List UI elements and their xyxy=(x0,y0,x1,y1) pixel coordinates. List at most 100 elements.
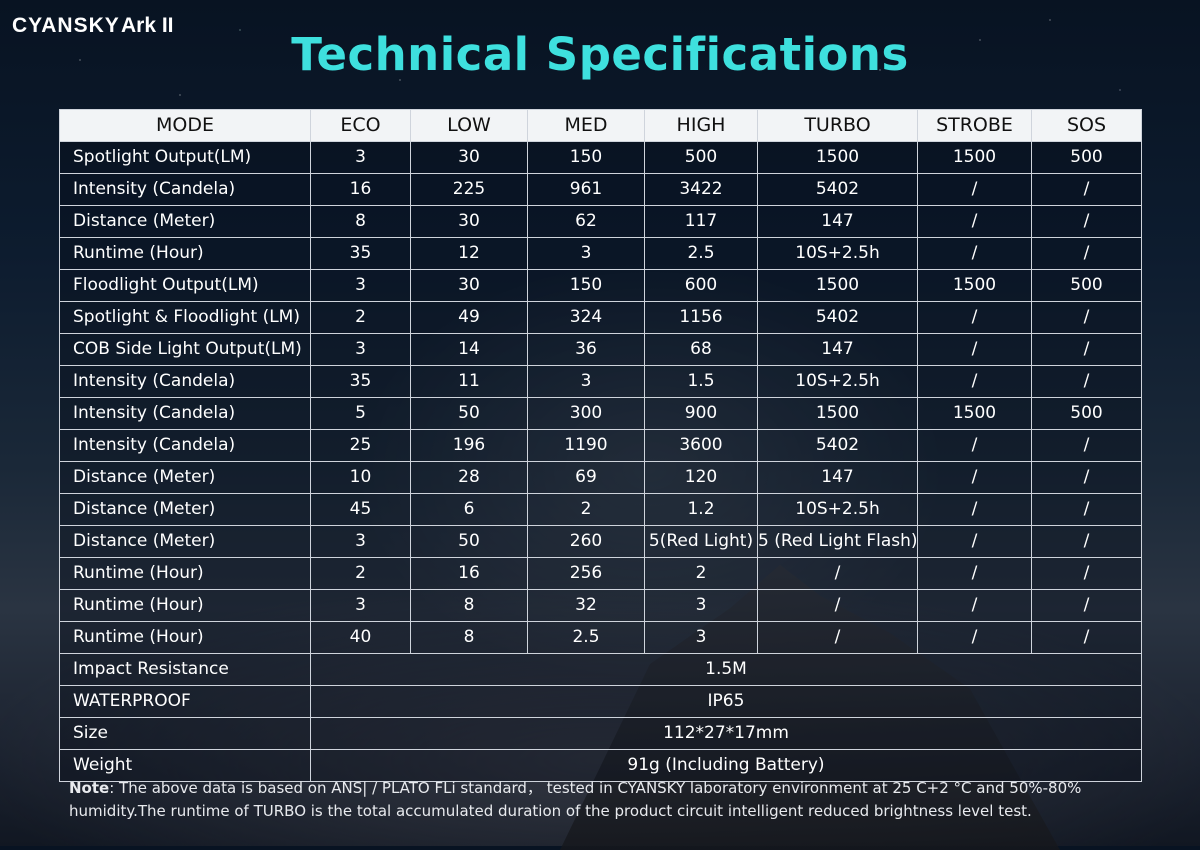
table-cell: 8 xyxy=(410,621,528,654)
table-cell: / xyxy=(1031,589,1142,622)
table-row: Intensity (Candela) 5 50 300 900 1500 1500 500 xyxy=(59,397,1142,430)
table-body: Spotlight Output(LM) 3 30 150 500 1500 1500 500… xyxy=(59,141,1142,782)
row-label: Weight xyxy=(59,749,311,782)
table-cell: 147 xyxy=(757,333,918,366)
table-cell: 2 xyxy=(310,301,411,334)
table-cell: 1156 xyxy=(644,301,758,334)
row-label: Intensity (Candela) xyxy=(59,429,311,462)
table-cell: 40 xyxy=(310,621,411,654)
table-cell: 6 xyxy=(410,493,528,526)
table-cell: 5 xyxy=(310,397,411,430)
row-label: Size xyxy=(59,717,311,750)
column-header-eco: ECO xyxy=(310,109,411,142)
table-row: Distance (Meter) 3 50 260 5(Red Light) 5 (Red… xyxy=(59,525,1142,558)
table-cell: 1500 xyxy=(757,269,918,302)
table-cell: / xyxy=(1031,621,1142,654)
table-cell: 900 xyxy=(644,397,758,430)
table-cell: 147 xyxy=(757,461,918,494)
table-cell: 25 xyxy=(310,429,411,462)
spec-table: MODE ECO LOW MED HIGH TURBO STROBE SOS Spotligh… xyxy=(59,109,1142,782)
row-label: WATERPROOF xyxy=(59,685,311,718)
table-cell: 8 xyxy=(310,205,411,238)
table-row: Distance (Meter) 45 6 2 1.2 10S+2.5h / / xyxy=(59,493,1142,526)
table-cell: 50 xyxy=(410,525,528,558)
table-cell: / xyxy=(1031,333,1142,366)
table-cell: 1500 xyxy=(917,397,1032,430)
table-row: Intensity (Candela) 25 196 1190 3600 5402// xyxy=(59,429,1142,462)
table-cell: / xyxy=(917,493,1032,526)
table-cell: / xyxy=(757,589,918,622)
table-cell: / xyxy=(1031,525,1142,558)
table-cell: 68 xyxy=(644,333,758,366)
table-cell: 1500 xyxy=(917,269,1032,302)
table-cell: 1190 xyxy=(527,429,645,462)
table-cell: 36 xyxy=(527,333,645,366)
table-cell: / xyxy=(917,365,1032,398)
table-cell: 35 xyxy=(310,365,411,398)
table-cell: / xyxy=(1031,205,1142,238)
row-label: Runtime (Hour) xyxy=(59,589,311,622)
table-cell: 28 xyxy=(410,461,528,494)
table-cell: 260 xyxy=(527,525,645,558)
table-cell: / xyxy=(917,429,1032,462)
table-row-merged: Impact Resistance 1.5M xyxy=(59,653,1142,686)
row-label: Distance (Meter) xyxy=(59,205,311,238)
page-title: Technical Specifications xyxy=(291,28,909,81)
table-row: Floodlight Output(LM) 3 30 150 600 1500 1500 50… xyxy=(59,269,1142,302)
table-cell: 500 xyxy=(644,141,758,174)
table-cell: 45 xyxy=(310,493,411,526)
row-label: Floodlight Output(LM) xyxy=(59,269,311,302)
row-label: Spotlight & Floodlight (LM) xyxy=(59,301,311,334)
column-header-med: MED xyxy=(527,109,645,142)
table-cell: 69 xyxy=(527,461,645,494)
table-cell: 8 xyxy=(410,589,528,622)
table-cell: / xyxy=(1031,461,1142,494)
table-cell: 10S+2.5h xyxy=(757,493,918,526)
table-cell: / xyxy=(1031,429,1142,462)
table-cell: 147 xyxy=(757,205,918,238)
table-header-row: MODE ECO LOW MED HIGH TURBO STROBE SOS xyxy=(59,109,1142,142)
table-cell: 3 xyxy=(310,333,411,366)
table-row: Runtime (Hour) 40 8 2.5 3// / xyxy=(59,621,1142,654)
table-cell: / xyxy=(917,237,1032,270)
row-label: Impact Resistance xyxy=(59,653,311,686)
table-cell: 2 xyxy=(527,493,645,526)
table-cell: 3 xyxy=(310,141,411,174)
table-cell: 32 xyxy=(527,589,645,622)
row-label: Runtime (Hour) xyxy=(59,621,311,654)
table-cell: 3 xyxy=(527,365,645,398)
table-row: Spotlight & Floodlight (LM) 2 49 324 1156 540… xyxy=(59,301,1142,334)
table-cell: / xyxy=(917,173,1032,206)
table-cell: 3 xyxy=(310,269,411,302)
table-cell: / xyxy=(917,205,1032,238)
table-cell: 2.5 xyxy=(527,621,645,654)
table-row: Distance (Meter) 8 30 62 117 147// xyxy=(59,205,1142,238)
table-cell: 14 xyxy=(410,333,528,366)
table-cell: 5402 xyxy=(757,429,918,462)
table-cell: 10S+2.5h xyxy=(757,237,918,270)
table-cell: 2.5 xyxy=(644,237,758,270)
merged-cell: 91g (Including Battery) xyxy=(310,749,1142,782)
table-cell: / xyxy=(917,333,1032,366)
table-cell: 16 xyxy=(310,173,411,206)
table-cell: / xyxy=(1031,301,1142,334)
table-cell: 324 xyxy=(527,301,645,334)
table-cell: 30 xyxy=(410,141,528,174)
table-row-merged: WATERPROOF IP65 xyxy=(59,685,1142,718)
table-cell: 150 xyxy=(527,269,645,302)
table-row: Distance (Meter) 10 28 69 120 147// xyxy=(59,461,1142,494)
table-cell: 5(Red Light) xyxy=(644,525,758,558)
table-cell: 3 xyxy=(527,237,645,270)
table-cell: 1.2 xyxy=(644,493,758,526)
table-cell: 50 xyxy=(410,397,528,430)
table-cell: 500 xyxy=(1031,269,1142,302)
table-cell: 2 xyxy=(644,557,758,590)
table-cell: 500 xyxy=(1031,141,1142,174)
table-cell: 2 xyxy=(310,557,411,590)
table-cell: 3 xyxy=(644,589,758,622)
table-cell: 12 xyxy=(410,237,528,270)
table-row-merged: Weight 91g (Including Battery) xyxy=(59,749,1142,782)
table-row-merged: Size 112*27*17mm xyxy=(59,717,1142,750)
table-row: Runtime (Hour) 2 16 256 2// / xyxy=(59,557,1142,590)
column-header-strobe: STROBE xyxy=(917,109,1032,142)
